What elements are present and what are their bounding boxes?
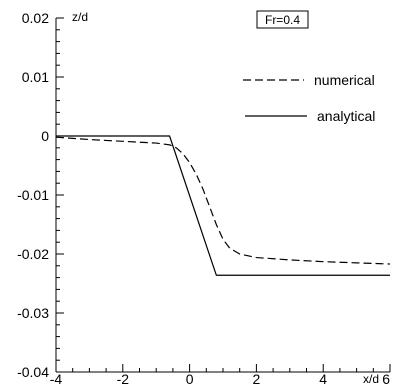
y-tick-label: -0.02 (17, 246, 49, 262)
series-line-analytical (56, 135, 390, 276)
legend-label-numerical: numerical (314, 72, 375, 88)
y-tick-label: -0.04 (17, 364, 49, 380)
x-ticks: -4 -2 0 2 4 6 (50, 364, 391, 387)
x-tick-label: -2 (117, 371, 130, 387)
x-tick-label: 6 (382, 371, 390, 387)
legend-label-analytical: analytical (317, 108, 375, 124)
x-tick-label: -4 (50, 371, 63, 387)
y-tick-label: 0.01 (22, 69, 49, 85)
fr-annotation-box (256, 10, 309, 29)
x-axis-label: x/d (363, 372, 379, 386)
y-tick-label: 0 (41, 128, 49, 144)
series-line-numerical (55, 136, 391, 265)
x-tick-label: 2 (253, 371, 261, 387)
y-tick-label: -0.03 (17, 305, 49, 321)
y-ticks: 0.02 0.01 0 -0.01 -0.02 -0.03 -0.04 (17, 10, 64, 380)
fr-annotation-text: Fr=0.4 (265, 13, 300, 27)
series-layer (55, 135, 391, 276)
x-tick-label: 4 (319, 371, 327, 387)
y-axis-label: z/d (72, 10, 88, 24)
y-tick-label: 0.02 (22, 10, 49, 26)
legend: numerical analytical (243, 72, 375, 124)
x-tick-label: 0 (186, 371, 194, 387)
y-tick-label: -0.01 (17, 187, 49, 203)
fr-annotation: Fr=0.4 (256, 10, 309, 29)
